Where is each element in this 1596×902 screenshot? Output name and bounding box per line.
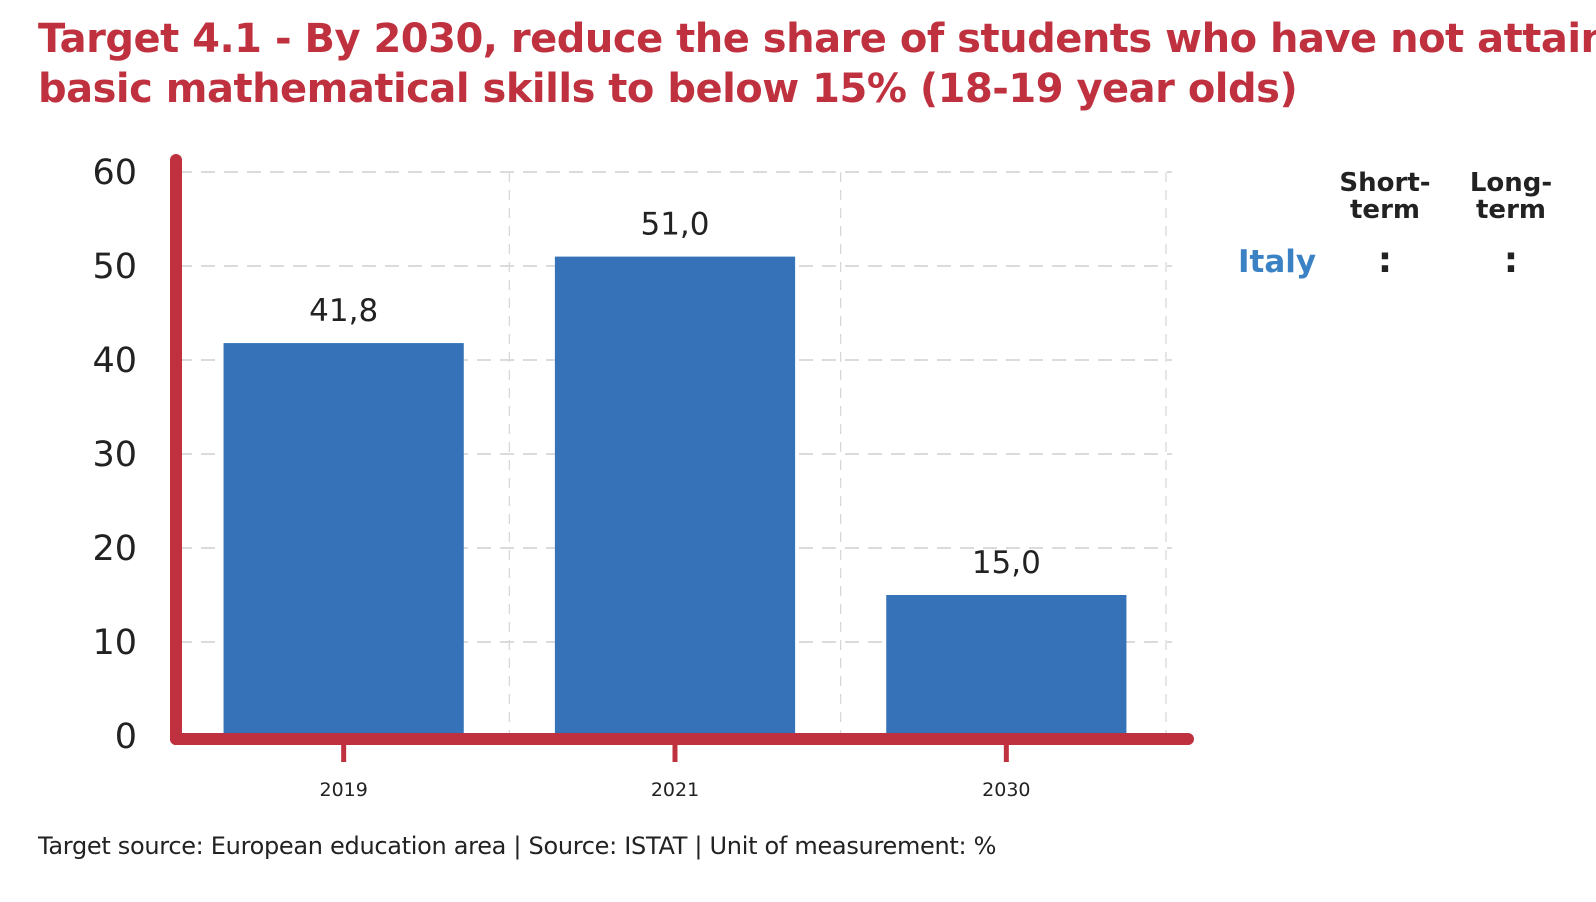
y-tick-label: 20 xyxy=(92,529,137,569)
chart-title-line-1: Target 4.1 - By 2030, reduce the share o… xyxy=(38,16,1596,62)
x-tick-label: 2030 xyxy=(982,779,1030,801)
y-tick-label: 30 xyxy=(92,435,137,475)
data-label: 41,8 xyxy=(309,293,378,329)
x-tick-label: 2021 xyxy=(651,779,699,801)
x-tick-label: 2019 xyxy=(319,779,367,801)
long-term-value: : xyxy=(1503,240,1519,281)
y-tick-label: 60 xyxy=(92,153,137,193)
bar xyxy=(554,256,796,736)
axes xyxy=(170,154,1194,762)
chart-footer-source: Target source: European education area |… xyxy=(38,832,997,860)
short-term-header: Short- term xyxy=(1325,170,1445,224)
y-tick-label: 50 xyxy=(92,247,137,287)
bar xyxy=(223,343,464,736)
y-tick-label: 0 xyxy=(115,717,137,757)
y-tick-label: 40 xyxy=(92,341,137,381)
bar xyxy=(886,595,1127,736)
long-term-header: Long- term xyxy=(1451,170,1571,224)
y-tick-label: 10 xyxy=(92,623,137,663)
chart-title-line-2: basic mathematical skills to below 15% (… xyxy=(38,66,1298,112)
data-label: 15,0 xyxy=(972,545,1041,581)
chart-title: Target 4.1 - By 2030, reduce the share o… xyxy=(38,14,1596,114)
data-label: 51,0 xyxy=(640,207,709,243)
country-label: Italy xyxy=(1238,244,1317,280)
short-term-value: : xyxy=(1377,240,1393,281)
bars xyxy=(223,256,1127,736)
short-term-header-text: Short- term xyxy=(1339,168,1431,225)
long-term-header-text: Long- term xyxy=(1469,168,1553,225)
